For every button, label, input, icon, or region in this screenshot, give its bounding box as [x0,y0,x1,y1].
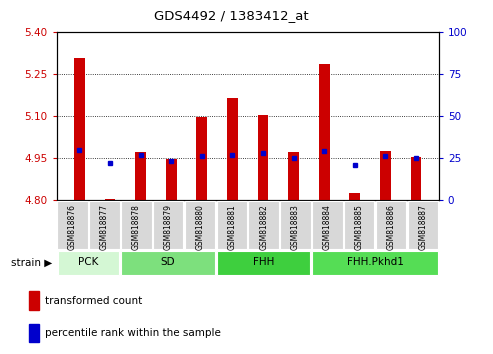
Bar [166,159,176,200]
Bar [135,152,146,200]
Text: GDS4492 / 1383412_at: GDS4492 / 1383412_at [154,9,309,22]
Text: PCK: PCK [78,257,99,267]
FancyBboxPatch shape [344,200,375,249]
Bar [411,156,422,200]
Text: SD: SD [161,257,176,267]
FancyBboxPatch shape [280,200,311,249]
FancyBboxPatch shape [313,251,438,275]
Text: transformed count: transformed count [44,296,142,306]
Text: GSM818876: GSM818876 [68,204,77,250]
Text: FHH.Pkhd1: FHH.Pkhd1 [347,257,404,267]
FancyBboxPatch shape [185,200,215,249]
Text: strain ▶: strain ▶ [11,257,52,267]
FancyBboxPatch shape [312,200,343,249]
Bar [319,64,330,200]
Text: GSM818879: GSM818879 [164,204,173,250]
FancyBboxPatch shape [121,251,215,275]
FancyBboxPatch shape [376,200,406,249]
FancyBboxPatch shape [89,200,120,249]
Bar [29,324,39,342]
Text: FHH: FHH [253,257,274,267]
Bar [74,58,85,200]
Bar [227,98,238,200]
Text: GSM818881: GSM818881 [227,204,236,250]
FancyBboxPatch shape [57,200,88,249]
Text: GSM818886: GSM818886 [387,204,395,250]
FancyBboxPatch shape [217,251,311,275]
Bar [288,152,299,200]
Bar [258,115,268,200]
Bar [29,291,39,310]
FancyBboxPatch shape [58,251,119,275]
Text: GSM818884: GSM818884 [323,204,332,250]
Text: GSM818878: GSM818878 [132,204,141,250]
Bar [380,151,391,200]
FancyBboxPatch shape [408,200,438,249]
FancyBboxPatch shape [248,200,279,249]
Text: GSM818883: GSM818883 [291,204,300,250]
Text: GSM818877: GSM818877 [100,204,109,250]
Bar [350,193,360,200]
FancyBboxPatch shape [216,200,247,249]
Text: GSM818885: GSM818885 [354,204,364,250]
Text: GSM818882: GSM818882 [259,204,268,250]
FancyBboxPatch shape [121,200,151,249]
Bar [105,199,115,200]
Text: GSM818887: GSM818887 [419,204,427,250]
Bar [197,117,207,200]
Text: GSM818880: GSM818880 [195,204,205,250]
Text: percentile rank within the sample: percentile rank within the sample [44,328,220,338]
FancyBboxPatch shape [153,200,183,249]
